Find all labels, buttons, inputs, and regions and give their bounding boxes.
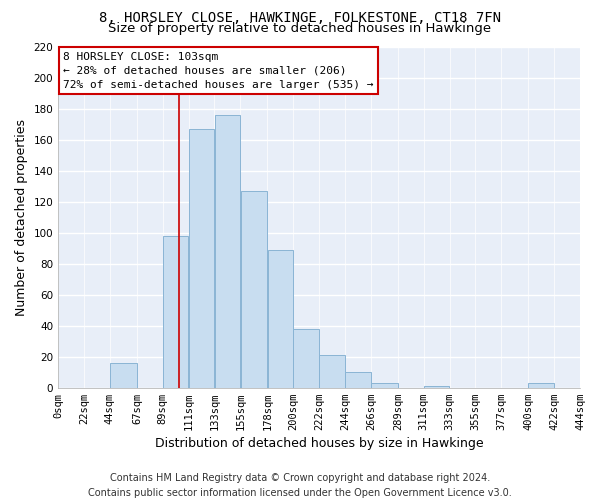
Bar <box>110 363 137 388</box>
Bar <box>319 355 345 388</box>
Text: 8, HORSLEY CLOSE, HAWKINGE, FOLKESTONE, CT18 7FN: 8, HORSLEY CLOSE, HAWKINGE, FOLKESTONE, … <box>99 11 501 25</box>
Y-axis label: Number of detached properties: Number of detached properties <box>15 118 28 316</box>
Bar <box>163 236 188 388</box>
Bar <box>529 383 554 388</box>
Text: 8 HORSLEY CLOSE: 103sqm
← 28% of detached houses are smaller (206)
72% of semi-d: 8 HORSLEY CLOSE: 103sqm ← 28% of detache… <box>64 52 374 90</box>
Bar <box>345 372 371 388</box>
Bar <box>189 128 214 388</box>
Text: Size of property relative to detached houses in Hawkinge: Size of property relative to detached ho… <box>109 22 491 35</box>
Bar <box>424 386 449 388</box>
X-axis label: Distribution of detached houses by size in Hawkinge: Distribution of detached houses by size … <box>155 437 484 450</box>
Bar <box>371 383 398 388</box>
Bar <box>268 250 293 388</box>
Bar <box>293 329 319 388</box>
Bar <box>241 190 267 388</box>
Text: Contains HM Land Registry data © Crown copyright and database right 2024.
Contai: Contains HM Land Registry data © Crown c… <box>88 472 512 498</box>
Bar <box>215 114 240 388</box>
